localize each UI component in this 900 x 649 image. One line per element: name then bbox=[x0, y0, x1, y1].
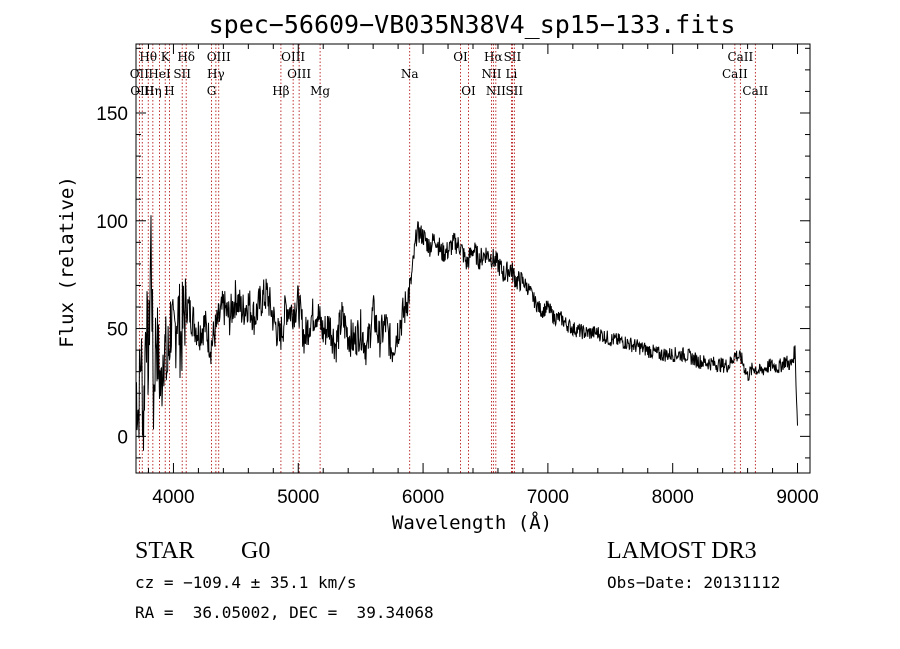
y-tick-label: 0 bbox=[117, 427, 128, 448]
line-label-5: OI bbox=[453, 50, 468, 64]
line-label-13: OIII bbox=[287, 67, 311, 81]
line-label-2: Hδ bbox=[177, 50, 195, 64]
x-tick-label: 4000 bbox=[152, 487, 194, 508]
line-label-12: Hγ bbox=[207, 67, 225, 81]
line-label-23: Mg bbox=[310, 84, 330, 98]
survey-name: LAMOST DR3 bbox=[607, 538, 757, 564]
y-tick-label: 150 bbox=[96, 104, 128, 125]
line-label-11: SII bbox=[173, 67, 191, 81]
y-tick-label: 100 bbox=[96, 212, 128, 233]
line-label-8: CaII bbox=[727, 50, 753, 64]
x-axis: 4000 5000 6000 7000 8000 9000 bbox=[147, 44, 819, 508]
line-label-10: HeI bbox=[148, 67, 171, 81]
x-tick-label: 7000 bbox=[527, 487, 569, 508]
line-label-4: OIII bbox=[281, 50, 305, 64]
object-subclass: G0 bbox=[241, 538, 271, 564]
obs-date: Obs−Date: 20131112 bbox=[607, 573, 781, 592]
x-axis-label: Wavelength (Å) bbox=[392, 511, 552, 534]
line-label-17: CaII bbox=[722, 67, 748, 81]
line-label-22: Hβ bbox=[272, 84, 289, 98]
spectrum-series bbox=[135, 215, 798, 451]
line-label-15: NII bbox=[481, 67, 501, 81]
x-tick-label: 9000 bbox=[776, 487, 818, 508]
y-axis: 0 50 100 150 bbox=[96, 47, 810, 459]
x-tick-label: 6000 bbox=[402, 487, 444, 508]
line-label-20: H bbox=[164, 84, 174, 98]
coordinates: RA = 36.05002, DEC = 39.34068 bbox=[135, 603, 434, 622]
line-label-1: K bbox=[161, 50, 171, 64]
x-tick-label: 8000 bbox=[652, 487, 694, 508]
line-label-9: OII bbox=[130, 67, 150, 81]
line-label-25: NII bbox=[486, 84, 506, 98]
y-tick-label: 50 bbox=[107, 320, 128, 341]
redshift-text: cz = −109.4 ± 35.1 km/s bbox=[135, 573, 357, 592]
x-tick-label: 5000 bbox=[277, 487, 319, 508]
line-label-14: Na bbox=[401, 67, 419, 81]
y-axis-label: Flux (relative) bbox=[56, 176, 78, 348]
object-class: STAR bbox=[135, 538, 195, 564]
line-label-16: Li bbox=[506, 67, 518, 81]
line-label-21: G bbox=[207, 84, 217, 98]
line-label-26: SII bbox=[505, 84, 523, 98]
line-label-19: Hη bbox=[144, 84, 162, 98]
spectrum-line bbox=[135, 215, 798, 451]
plot-frame bbox=[135, 43, 811, 474]
line-label-24: OI bbox=[461, 84, 476, 98]
line-label-0: Hθ bbox=[139, 50, 157, 64]
line-label-7: SII bbox=[504, 50, 522, 64]
line-label-6: Hα bbox=[484, 50, 503, 64]
line-label-3: OIII bbox=[207, 50, 231, 64]
chart-title: spec−56609−VB035N38V4_sp15−133.fits bbox=[209, 10, 736, 39]
line-label-27: CaII bbox=[742, 84, 768, 98]
